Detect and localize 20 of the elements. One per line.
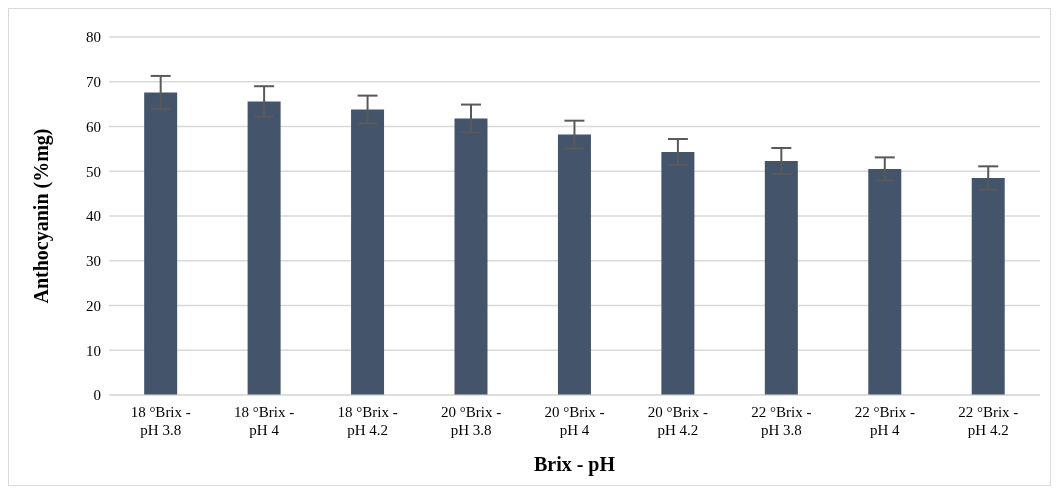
y-tick-label: 60 [86,118,101,135]
x-tick-label: 20 °Brix - pH 3.8 [440,404,502,438]
y-tick-label: 50 [86,163,101,180]
x-tick-label: 22 °Brix - pH 4.2 [958,404,1019,438]
y-tick-label: 40 [86,208,101,225]
x-tick-label: 20 °Brix - pH 4 [544,404,605,438]
x-tick-label: 22 °Brix - pH 3.8 [751,404,812,438]
y-tick-label: 0 [93,387,101,404]
y-tick-label: 80 [86,29,101,46]
y-axis-title: Anthocyanin (%mg) [30,128,54,304]
x-axis-title: Brix - pH [533,453,616,476]
x-tick-label: 18 °Brix - pH 4.2 [337,404,398,438]
y-tick-label: 30 [86,253,101,270]
x-tick-label: 22 °Brix - pH 4 [854,404,915,438]
y-tick-label: 20 [86,297,101,314]
x-tick-label: 18 °Brix - pH 3.8 [130,404,191,438]
x-tick-label: 20 °Brix - pH 4.2 [647,404,709,438]
x-tick-label: 18 °Brix - pH 4 [234,404,295,438]
y-tick-label: 10 [86,342,101,359]
y-tick-label: 70 [86,74,101,91]
